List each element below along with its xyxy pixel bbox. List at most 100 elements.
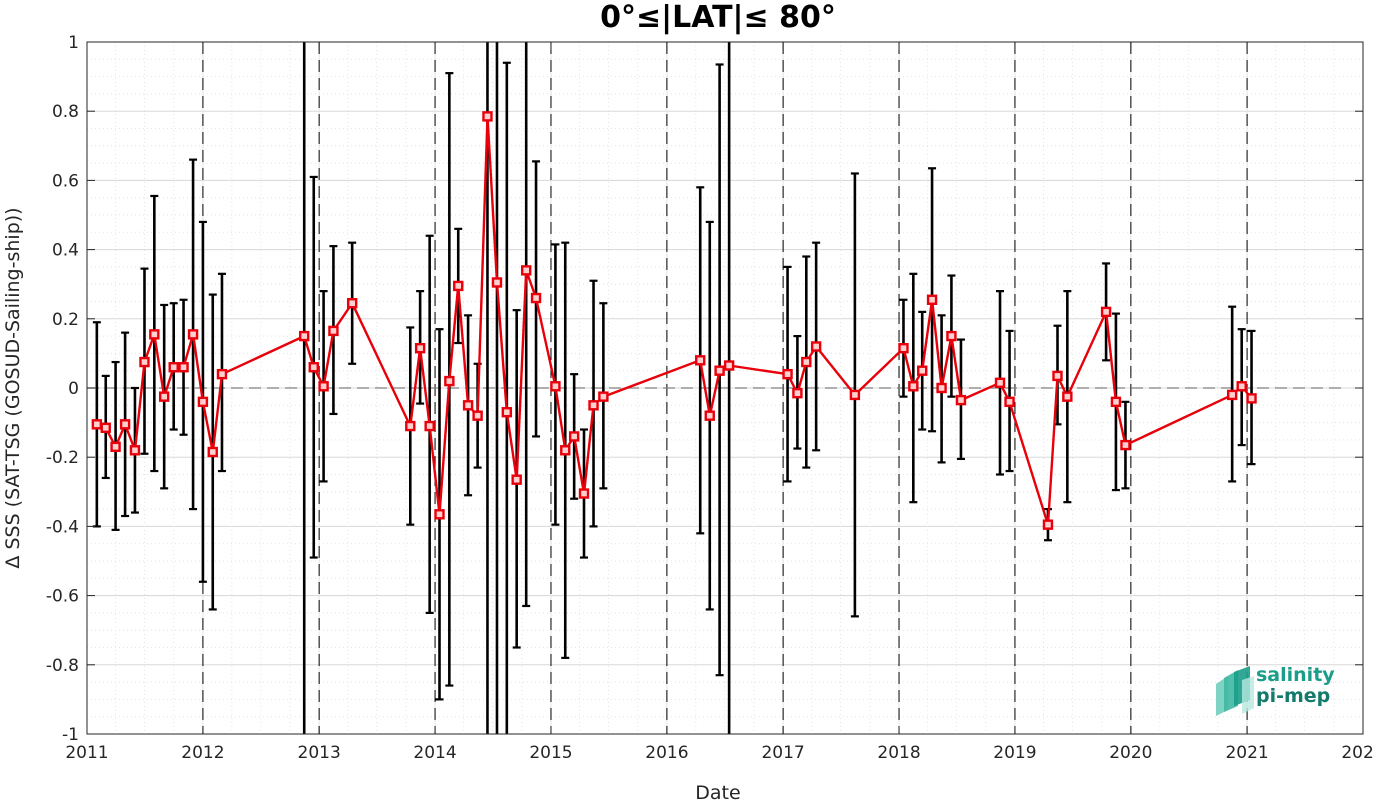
data-point-marker [139,356,150,368]
data-point-marker [1246,393,1257,404]
data-point-marker [936,382,947,394]
data-point-marker [917,365,928,376]
tick-labels: -1 -0.8 -0.6 -0.4 -0.2 0 0.2 0.4 0.6 0.8 1 2011 2012… [46,33,1374,763]
data-point-marker [511,474,522,485]
data-point-marker [318,381,329,392]
data-point-marker [1120,439,1131,451]
data-point-marker [308,362,319,373]
data-point-marker [299,330,310,342]
data-point-marker [530,292,542,304]
data-point-marker [168,362,179,373]
data-point-marker [946,330,957,342]
data-point-marker [414,343,426,354]
logo-icon [1216,666,1254,716]
data-point-marker [1100,306,1112,318]
data-point-marker [216,368,228,380]
x-tick-label: 2013 [298,743,341,763]
logo-text-pi-mep: pi-mep [1256,685,1331,707]
data-point-marker [588,400,599,411]
y-tick-label: -0.4 [46,517,79,537]
x-tick-label: 2022 [1341,743,1374,763]
x-tick-label: 2017 [761,743,804,763]
data-point-marker [444,375,455,387]
axes [86,41,1364,735]
x-tick-label: 2020 [1109,743,1152,763]
data-point-marker [328,325,339,337]
data-point-marker [578,488,590,499]
x-tick-label: 2018 [877,743,920,763]
data-point-marker [158,391,170,402]
data-point-marker [695,355,706,366]
data-point-marker [100,422,111,433]
data-point-marker [424,420,435,432]
data-point-marker [723,360,735,371]
data-point-marker [1062,391,1073,402]
y-axis-title: Δ SSS (SAT-TSG (GOSUD-Sailing-ship)) [2,207,24,568]
data-point-marker [810,341,822,352]
series-line [96,115,1253,526]
data-point-marker [110,441,121,453]
data-point-marker [550,381,561,392]
x-axis-title: Date [695,782,740,801]
x-tick-label: 2021 [1225,743,1268,763]
data-point-marker [1052,370,1063,382]
data-point-marker [346,298,358,309]
y-tick-label: 0.2 [52,310,79,330]
data-point-marker [560,445,571,456]
data-point-marker [1110,396,1122,408]
y-tick-label: 0.6 [52,171,79,191]
data-point-marker [714,365,725,376]
data-point-marker [119,419,131,430]
data-point-marker [453,280,464,292]
y-tick-label: -0.8 [46,656,79,676]
data-point-marker [792,387,803,399]
x-tick-label: 2016 [645,743,688,763]
logo-text-salinity: salinity [1256,664,1335,686]
chart-title: 0°≤|LAT|≤ 80° [600,0,836,35]
data-point-marker [704,410,715,421]
data-point-marker [434,509,445,520]
x-tick-label: 2012 [181,743,224,763]
data-point-marker [1042,519,1054,530]
data-point-marker [178,362,189,373]
y-tick-label: 0 [68,379,79,399]
data-point-marker [129,445,141,456]
data-series [91,111,1257,530]
data-point-marker [197,396,209,408]
y-tick-label: -1 [62,725,79,745]
data-point-marker [801,356,812,368]
x-tick-label: 2019 [993,743,1036,763]
data-point-marker [908,381,919,392]
data-point-marker [568,431,580,442]
x-tick-label: 2014 [413,743,456,763]
data-point-marker [91,419,103,430]
data-point-marker [994,377,1006,389]
data-point-marker [926,294,938,305]
data-point-marker [491,277,503,288]
y-tick-label: -0.6 [46,587,79,607]
data-point-marker [898,343,909,354]
y-tick-label: 1 [68,33,79,53]
data-point-marker [187,329,199,340]
data-point-marker [1226,389,1238,401]
data-point-marker [782,368,793,380]
data-point-marker [482,111,493,122]
grid [86,41,1364,735]
data-point-marker [462,400,474,411]
data-point-marker [149,329,160,340]
data-point-marker [405,420,416,432]
x-tick-label: 2015 [529,743,572,763]
data-point-marker [501,407,513,418]
data-point-marker [1004,396,1015,408]
x-tick-label: 2011 [65,743,108,763]
salinity-pi-mep-logo: salinity pi-mep [1212,664,1347,720]
y-tick-label: 0.8 [52,102,79,122]
data-point-marker [849,389,861,401]
data-point-marker [472,410,483,421]
data-point-marker [955,394,967,406]
y-tick-label: -0.2 [46,448,79,468]
data-point-marker [207,446,218,458]
data-point-marker [521,265,532,276]
data-point-marker [1236,381,1247,392]
